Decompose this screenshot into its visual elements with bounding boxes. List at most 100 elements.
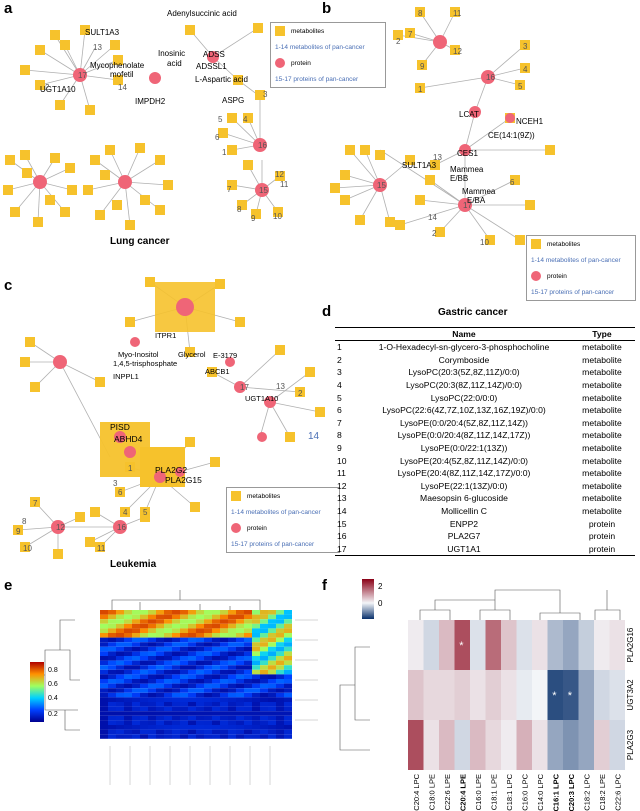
protein-icon — [275, 58, 285, 68]
heatmap-e-cell — [100, 715, 108, 721]
svg-text:12: 12 — [275, 170, 284, 179]
heatmap-e-cell — [108, 706, 116, 712]
heatmap-f-cell — [485, 720, 501, 770]
heatmap-e-cell — [172, 656, 180, 661]
significance-star: * — [552, 690, 557, 702]
table-cell-num: 2 — [337, 354, 342, 365]
table-cell-num: 17 — [335, 542, 359, 557]
heatmap-e-cell — [100, 679, 108, 684]
heatmap-e-cell — [172, 725, 180, 730]
heatmap-e-cell — [156, 674, 164, 679]
heatmap-e-cell — [108, 669, 116, 675]
heatmap-e-cell — [276, 706, 284, 712]
heatmap-e-cell — [220, 679, 228, 684]
heatmap-e-cell — [236, 674, 244, 679]
heatmap-e-cell — [268, 734, 276, 739]
heatmap-e-cell — [124, 656, 132, 661]
heatmap-e-cell — [172, 651, 180, 656]
heatmap-e-cell — [140, 683, 148, 689]
svg-text:2: 2 — [378, 582, 383, 591]
heatmap-e-cell — [276, 656, 284, 661]
protein-icon — [231, 523, 241, 533]
heatmap-e-cell — [164, 669, 172, 675]
svg-text:14: 14 — [118, 83, 127, 92]
heatmap-e-cell — [116, 642, 124, 647]
heatmap-e-cell — [228, 729, 236, 735]
heatmap-e-cell — [204, 688, 212, 693]
heatmap-e-cell — [140, 702, 148, 707]
heatmap-e-cell — [188, 711, 196, 716]
table-cell-name: Mollicellin C — [441, 506, 487, 517]
heatmap-e-cell — [204, 623, 212, 629]
svg-text:0.2: 0.2 — [48, 711, 58, 718]
table-cell-num: 16 — [337, 531, 347, 542]
heatmap-e-cell — [180, 656, 188, 661]
heatmap-e-cell — [252, 729, 260, 735]
b-label-mammea2: Mammea — [462, 187, 496, 196]
heatmap-e-cell — [212, 637, 220, 643]
heatmap-e-cell — [236, 720, 244, 725]
heatmap-e-cell — [276, 642, 284, 647]
c-label-inppl1: INPPL1 — [113, 372, 139, 381]
heatmap-e-cell — [148, 692, 156, 698]
heatmap-e-cell — [180, 725, 188, 730]
heatmap-f-cell — [485, 670, 501, 720]
panel-c-network: ITPR1 Glycerol Myo-Inositol 1,4,5-trisph… — [13, 277, 325, 559]
heatmap-e-cell — [188, 623, 196, 629]
svg-text:7: 7 — [33, 499, 38, 508]
heatmap-e-cell — [236, 610, 244, 615]
heatmap-e-cell — [204, 614, 212, 620]
heatmap-e-cell — [252, 688, 260, 693]
heatmap-e-cell — [220, 660, 228, 666]
heatmap-e-cell — [268, 642, 276, 647]
heatmap-e-cell — [188, 679, 196, 684]
heatmap-e-cell — [108, 697, 116, 702]
heatmap-e-cell — [220, 651, 228, 656]
table-cell-name: LysoPE(0:0/20:4(5Z,8Z,11Z,14Z)) — [399, 417, 528, 428]
column-label: C18:2 LPC — [582, 773, 591, 810]
heatmap-e-cell — [148, 623, 156, 629]
heatmap-f-cell — [423, 720, 439, 770]
table-cell-name: LysoPC(20:3(5Z,8Z,11Z)/0:0) — [408, 367, 520, 378]
heatmap-e-cell — [228, 669, 236, 675]
heatmap-e-cell — [284, 614, 292, 620]
heatmap-e-cell — [148, 614, 156, 620]
significance-star: * — [459, 640, 464, 652]
heatmap-e-cell — [108, 729, 116, 735]
heatmap-e-cell — [228, 637, 236, 643]
legend-c: metabolites 1-14 metabolites of pan-canc… — [226, 487, 340, 553]
heatmap-e-cell — [228, 720, 236, 725]
heatmap-e-cell — [284, 656, 292, 661]
heatmap-e-cell — [140, 651, 148, 656]
heatmap-e-cell — [284, 610, 292, 615]
svg-text:2: 2 — [432, 229, 437, 238]
heatmap-e-cell — [188, 692, 196, 698]
heatmap-e-cell — [116, 720, 124, 725]
heatmap-e-cell — [268, 702, 276, 707]
heatmap-e-cell — [252, 651, 260, 656]
heatmap-e-cell — [172, 692, 180, 698]
heatmap-e-cell — [124, 614, 132, 620]
heatmap-e-cell — [244, 729, 252, 735]
c-label-e3179: E-3179 — [213, 351, 237, 360]
heatmap-e-cell — [260, 633, 268, 638]
heatmap-e-cell — [188, 646, 196, 652]
heatmap-e-cell — [268, 725, 276, 730]
table-cell-type: metabolite — [582, 405, 622, 416]
heatmap-e-cell — [132, 669, 140, 675]
heatmap-e-cell — [140, 688, 148, 693]
a-label-myco2: mofetil — [110, 70, 134, 79]
heatmap-e-cell — [236, 619, 244, 624]
svg-text:17: 17 — [463, 201, 472, 210]
colorbar-f — [362, 579, 374, 619]
heatmap-e-cell — [268, 623, 276, 629]
a-label-adssl1: ADSSL1 — [196, 62, 227, 71]
heatmap-e-cell — [196, 628, 204, 633]
table-row: 9 LysoPE(0:0/22:1(13Z)) metabolite — [335, 442, 635, 455]
table-row: 14 Mollicellin C metabolite — [335, 505, 635, 518]
table-header-row: Name Type — [335, 327, 635, 341]
heatmap-e-cell — [172, 669, 180, 675]
heatmap-e-cell — [252, 711, 260, 716]
b-label-nceh1: NCEH1 — [516, 117, 544, 126]
heatmap-e-cell — [108, 633, 116, 638]
